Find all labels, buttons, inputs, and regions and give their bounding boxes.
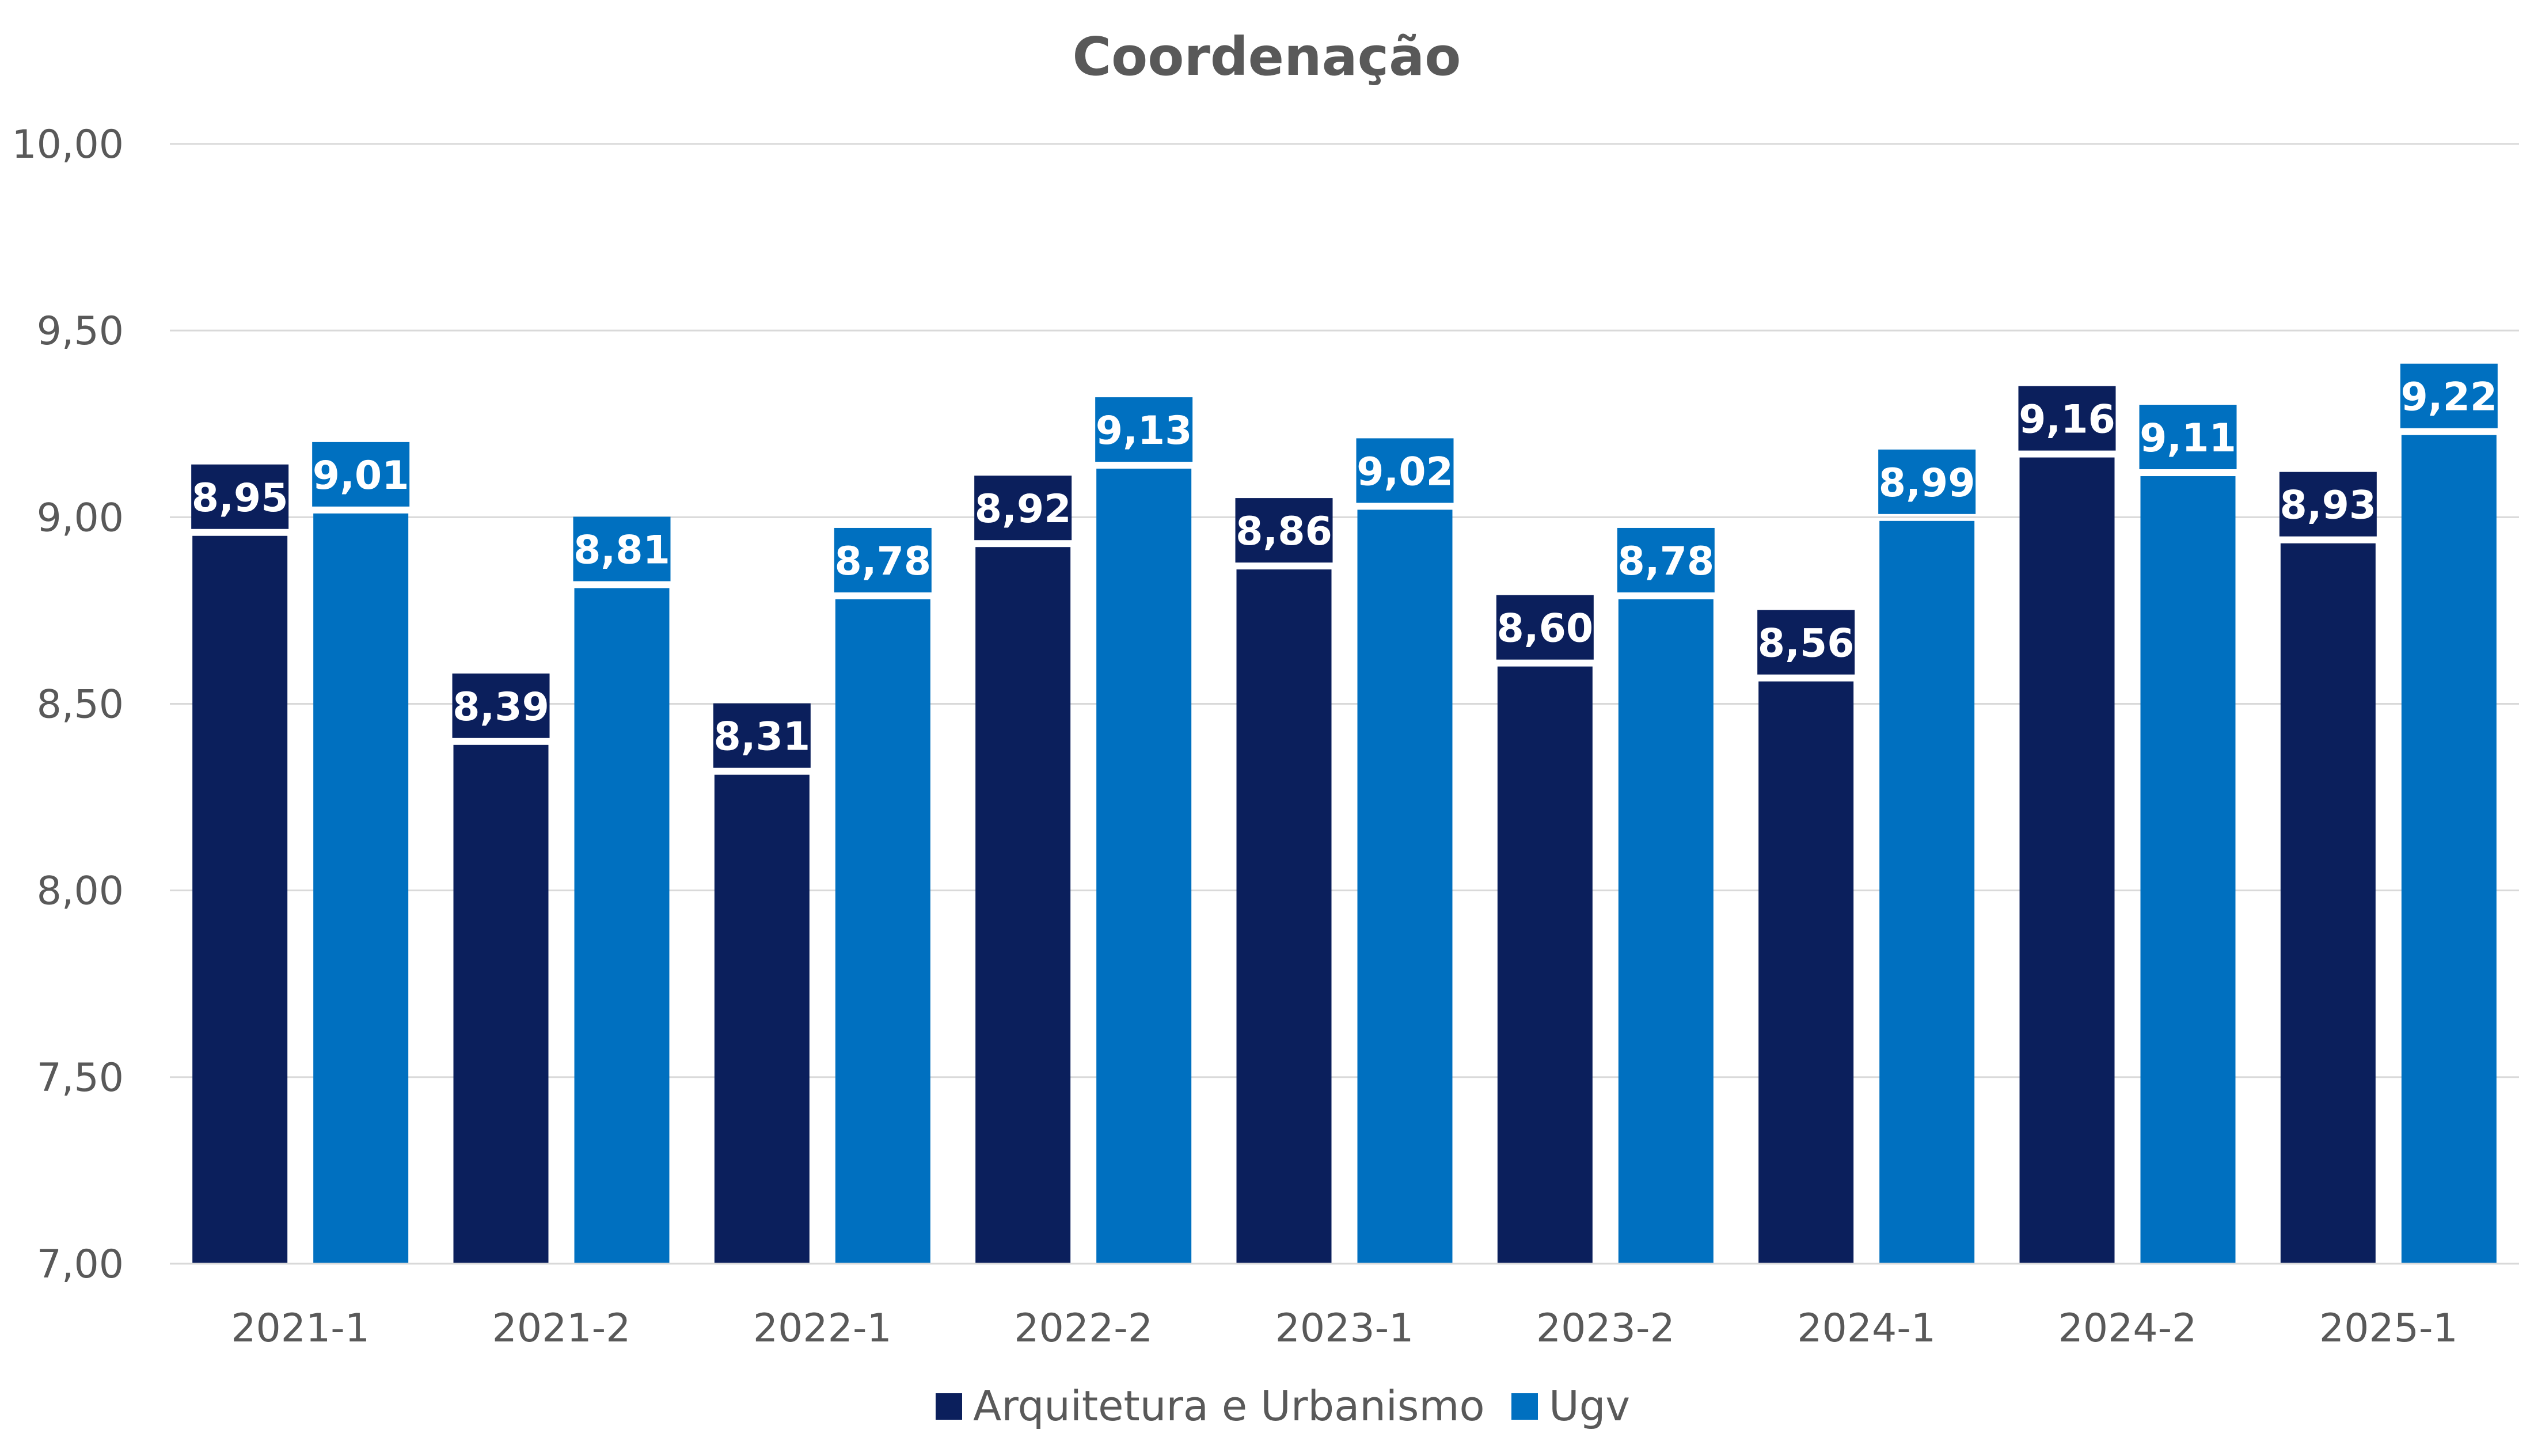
data-label: 9,01 — [313, 453, 409, 499]
data-label-box — [1356, 438, 1454, 503]
x-tick-label: 2022-1 — [753, 1306, 892, 1351]
bar — [1497, 666, 1593, 1264]
data-label: 9,13 — [1096, 408, 1192, 454]
bar — [2401, 435, 2497, 1264]
bar — [2019, 457, 2115, 1264]
legend-swatch — [1511, 1393, 1538, 1420]
bar — [1236, 569, 1332, 1264]
chart-title: Coordenação — [1073, 26, 1461, 88]
data-label-box — [713, 703, 811, 768]
data-label-box — [1757, 610, 1855, 675]
bar — [1879, 520, 1975, 1264]
data-label: 8,81 — [573, 528, 670, 573]
x-tick-label: 2025-1 — [2319, 1306, 2458, 1351]
data-label: 8,92 — [975, 486, 1072, 532]
data-label-box — [191, 464, 289, 529]
data-label-box — [573, 516, 671, 581]
data-label-box — [2279, 472, 2377, 537]
bar — [453, 744, 549, 1264]
x-tick-label: 2021-2 — [492, 1306, 631, 1351]
bar — [1357, 510, 1453, 1264]
bar — [192, 535, 288, 1264]
bar — [2140, 476, 2236, 1264]
data-label-box — [1496, 595, 1594, 660]
bar — [2280, 543, 2376, 1264]
data-label: 8,60 — [1496, 606, 1593, 652]
data-label: 8,31 — [713, 714, 810, 760]
x-tick-label: 2024-1 — [1797, 1306, 1936, 1351]
data-label-box — [974, 476, 1072, 541]
x-axis: 2021-1 2021-2 2022-1 2022-2 2023-1 2023-2 2024… — [170, 1263, 2519, 1351]
gridlines — [170, 143, 2519, 1265]
legend: Arquitetura e Urbanismo Ugv — [936, 1382, 1630, 1430]
y-tick-label: 8,50 — [37, 682, 124, 728]
y-tick-label: 8,00 — [37, 869, 124, 914]
x-tick-label: 2021-1 — [231, 1306, 370, 1351]
y-tick-label: 9,00 — [37, 495, 124, 541]
x-tick-label: 2022-2 — [1014, 1306, 1153, 1351]
legend-label: Ugv — [1549, 1382, 1630, 1430]
data-label: 8,78 — [1617, 539, 1714, 584]
data-label: 8,99 — [1879, 461, 1975, 506]
y-tick-label: 7,50 — [37, 1055, 124, 1101]
legend-label: Arquitetura e Urbanismo — [973, 1382, 1485, 1430]
data-label-box — [1235, 498, 1333, 563]
bar — [574, 588, 670, 1264]
data-label: 9,22 — [2400, 375, 2497, 420]
data-label: 8,93 — [2280, 483, 2376, 529]
data-label: 8,95 — [192, 476, 288, 521]
data-label-box — [2139, 405, 2237, 470]
data-label-box — [2400, 363, 2498, 428]
data-label-box — [1878, 449, 1976, 514]
y-tick-label: 10,00 — [12, 122, 124, 168]
data-label-box — [452, 673, 550, 738]
data-label-box — [1617, 527, 1715, 592]
x-tick-label: 2024-2 — [2058, 1306, 2197, 1351]
x-tick-label: 2023-2 — [1536, 1306, 1675, 1351]
data-label: 8,56 — [1758, 621, 1855, 667]
bar — [1618, 599, 1714, 1264]
bars: 8,95 9,01 8,39 8,81 8,31 8,78 8,92 9,13 8,86 9,02… — [191, 363, 2498, 1264]
bar — [1758, 681, 1854, 1264]
data-label-box — [834, 527, 932, 592]
bar — [313, 513, 409, 1264]
data-label-box — [1095, 397, 1193, 462]
x-tick-label: 2023-1 — [1275, 1306, 1414, 1351]
bar — [1096, 469, 1192, 1264]
bar — [714, 774, 810, 1264]
bar — [975, 547, 1071, 1264]
data-label: 9,16 — [2019, 397, 2115, 443]
y-tick-label: 7,00 — [37, 1242, 124, 1287]
data-label: 9,02 — [1357, 449, 1453, 495]
data-label: 8,78 — [834, 539, 931, 584]
data-label: 9,11 — [2140, 416, 2236, 461]
data-label-box — [2018, 386, 2116, 451]
bar — [835, 599, 930, 1264]
y-axis: 7,00 7,50 8,00 8,50 9,00 9,50 10,00 — [12, 122, 124, 1287]
legend-swatch — [936, 1393, 962, 1420]
data-label: 8,86 — [1236, 509, 1332, 554]
data-label: 8,39 — [453, 685, 549, 730]
data-label-box — [312, 442, 410, 507]
y-tick-label: 9,50 — [37, 309, 124, 354]
